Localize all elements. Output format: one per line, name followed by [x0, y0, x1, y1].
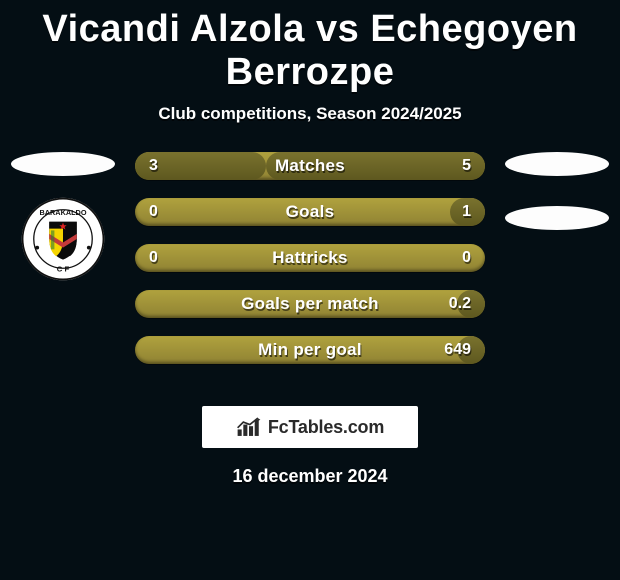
chart-icon — [236, 416, 262, 438]
date-text: 16 december 2024 — [0, 466, 620, 487]
comparison-body: BARAKALDO C F — [0, 152, 620, 392]
brand-text: FcTables.com — [268, 417, 384, 438]
player-left-column: BARAKALDO C F — [8, 152, 118, 282]
stat-label: Goals per match — [135, 290, 485, 318]
player-left-ellipse — [11, 152, 115, 176]
svg-text:BARAKALDO: BARAKALDO — [39, 208, 86, 217]
stat-label: Matches — [135, 152, 485, 180]
page-title: Vicandi Alzola vs Echegoyen Berrozpe — [0, 4, 620, 104]
stat-label: Hattricks — [135, 244, 485, 272]
stat-row: 00Hattricks — [135, 244, 485, 272]
player-right-column — [502, 152, 612, 250]
stat-row: 35Matches — [135, 152, 485, 180]
stat-row: 01Goals — [135, 198, 485, 226]
player-right-ellipse-2 — [505, 206, 609, 230]
crest-icon: BARAKALDO C F — [20, 196, 106, 282]
stat-row: 0.2Goals per match — [135, 290, 485, 318]
branding-badge: FcTables.com — [202, 406, 418, 448]
stat-row: 649Min per goal — [135, 336, 485, 364]
stat-label: Goals — [135, 198, 485, 226]
svg-text:C F: C F — [57, 265, 70, 274]
club-crest-left: BARAKALDO C F — [20, 196, 106, 282]
stat-label: Min per goal — [135, 336, 485, 364]
comparison-card: Vicandi Alzola vs Echegoyen Berrozpe Clu… — [0, 0, 620, 487]
subtitle: Club competitions, Season 2024/2025 — [0, 104, 620, 152]
player-right-ellipse-1 — [505, 152, 609, 176]
stat-bars: 35Matches 01Goals 00Hattricks 0.2Goals per … — [135, 152, 485, 382]
